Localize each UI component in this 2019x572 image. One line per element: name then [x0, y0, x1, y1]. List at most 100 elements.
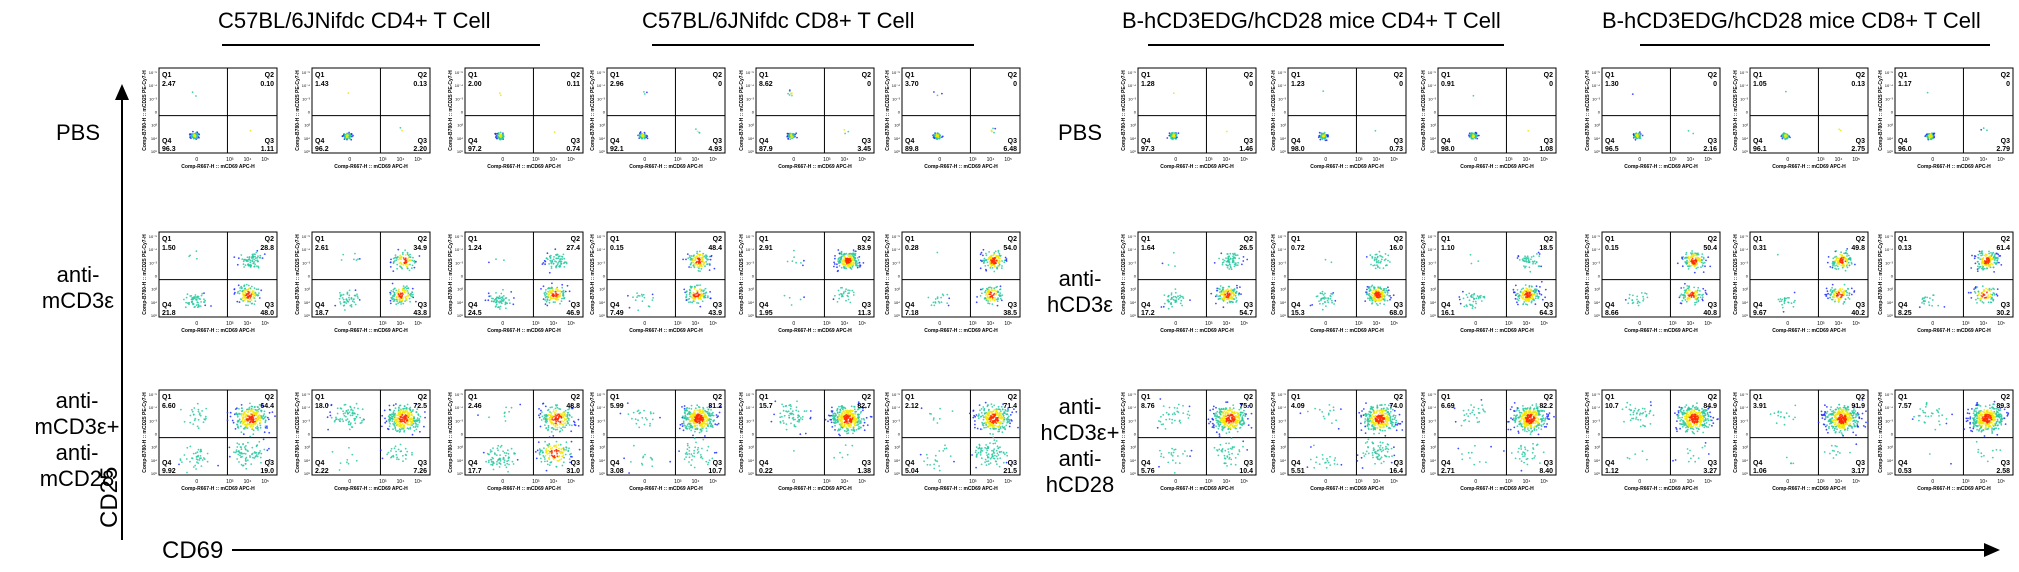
cell-event-dot — [985, 254, 988, 257]
cell-event-dot — [698, 132, 701, 134]
cell-event-dot — [984, 265, 987, 267]
cell-event-dot — [1703, 261, 1706, 264]
cell-event-dot — [1226, 266, 1229, 269]
cell-event-dot — [1701, 296, 1704, 299]
cell-event-dot — [1976, 268, 1979, 270]
cell-event-dot — [1181, 304, 1183, 307]
cell-event-dot — [689, 289, 691, 292]
cell-event-dot — [394, 254, 397, 256]
cell-event-dot — [1320, 133, 1323, 135]
cell-event-dot — [194, 294, 197, 296]
cell-event-dot — [710, 255, 712, 258]
cell-event-dot — [1189, 299, 1191, 301]
cell-event-dot — [838, 261, 841, 263]
cell-event-dot — [1837, 268, 1840, 270]
cell-event-dot — [195, 250, 198, 253]
x-tick-label: 0 — [1174, 321, 1177, 327]
cell-event-dot — [689, 258, 692, 261]
cell-event-dot — [400, 255, 403, 258]
cell-event-dot — [1687, 129, 1690, 132]
cell-event-dot — [990, 287, 993, 289]
y-tick-label: 10⁻³ — [1128, 96, 1137, 101]
cell-event-dot — [989, 267, 992, 269]
cell-event-dot — [1376, 304, 1379, 306]
cell-event-dot — [391, 282, 394, 285]
cell-event-dot — [1378, 267, 1381, 269]
cell-event-dot — [688, 301, 690, 304]
cell-event-dot — [262, 417, 265, 420]
cell-event-dot — [1992, 256, 1995, 259]
y-tick-label: 10⁻⁴ — [1740, 83, 1749, 88]
cell-event-dot — [849, 266, 852, 269]
cell-event-dot — [1697, 296, 1700, 299]
cell-event-dot — [242, 433, 245, 436]
cell-event-dot — [1536, 293, 1538, 295]
cell-event-dot — [1696, 254, 1698, 257]
cell-event-dot — [700, 265, 703, 267]
cell-event-dot — [1681, 256, 1683, 259]
cell-event-dot — [1472, 135, 1474, 138]
cell-event-dot — [996, 304, 999, 307]
cell-event-dot — [692, 293, 695, 296]
cell-event-dot — [989, 300, 992, 302]
y-tick-label: 10³ — [151, 287, 157, 292]
cell-event-dot — [628, 306, 631, 309]
cell-event-dot — [1836, 264, 1839, 267]
cell-event-dot — [1469, 136, 1472, 138]
cell-event-dot — [1527, 259, 1530, 261]
y-tick-label: 10⁻⁴ — [1885, 247, 1894, 252]
cell-event-dot — [975, 301, 978, 304]
cell-event-dot — [1970, 267, 1973, 269]
y-tick-label: 10⁻⁴ — [1885, 83, 1894, 88]
cell-event-dot — [856, 266, 859, 269]
cell-event-dot — [996, 265, 999, 267]
y-tick-label: 10⁻³ — [1278, 96, 1287, 101]
cell-event-dot — [840, 266, 843, 269]
cell-event-dot — [1170, 292, 1173, 294]
cell-event-dot — [253, 287, 256, 290]
cell-event-dot — [841, 263, 844, 265]
cell-event-dot — [1375, 291, 1378, 294]
cell-event-dot — [1694, 298, 1697, 300]
cell-event-dot — [1229, 300, 1232, 303]
cell-event-dot — [1981, 301, 1984, 303]
cell-event-dot — [1847, 261, 1850, 264]
cell-event-dot — [702, 256, 704, 259]
cell-event-dot — [487, 299, 490, 302]
cell-event-dot — [497, 297, 500, 300]
cell-event-dot — [1689, 294, 1692, 297]
x-tick-label: 10⁵ — [414, 157, 422, 163]
cell-event-dot — [1383, 288, 1386, 290]
cell-event-dot — [1794, 299, 1796, 302]
cell-event-dot — [398, 294, 400, 296]
plot-y-axis-label: Comp-B780-H :: mCD25 PE-Cy7-H — [739, 234, 745, 315]
quadrant-label-q4: Q4 — [1441, 302, 1450, 309]
x-tick-label: 10⁴ — [692, 321, 700, 327]
cell-event-dot — [203, 292, 205, 294]
cell-event-dot — [404, 291, 406, 294]
group-title-bh-cd8: B-hCD3EDG/hCD28 mice CD8+ T Cell — [1602, 8, 1981, 33]
y-tick-label: 10³ — [1594, 287, 1600, 292]
x-tick-label: 10⁴ — [841, 157, 849, 163]
cell-event-dot — [1987, 257, 1990, 260]
cell-event-dot — [1319, 292, 1322, 295]
y-tick-label: 10⁻⁴ — [1128, 83, 1137, 88]
cell-event-dot — [651, 293, 654, 296]
cell-event-dot — [242, 292, 244, 294]
cell-event-dot — [1691, 261, 1694, 264]
cell-event-dot — [345, 298, 348, 301]
quadrant-value-q2: 26.5 — [1239, 245, 1253, 252]
cell-event-dot — [985, 252, 987, 255]
cell-event-dot — [232, 421, 235, 424]
plot-frame — [755, 231, 875, 318]
cell-event-dot — [399, 296, 402, 299]
x-tick-label: 10⁵ — [1997, 321, 2005, 327]
y-tick-label: 10⁻⁴ — [1428, 83, 1437, 88]
cell-event-dot — [354, 289, 357, 292]
x-tick-label: 10³ — [1355, 321, 1363, 327]
cell-event-dot — [489, 295, 492, 297]
cell-event-dot — [1530, 288, 1532, 291]
cell-event-dot — [197, 303, 200, 306]
cell-event-dot — [702, 290, 705, 293]
